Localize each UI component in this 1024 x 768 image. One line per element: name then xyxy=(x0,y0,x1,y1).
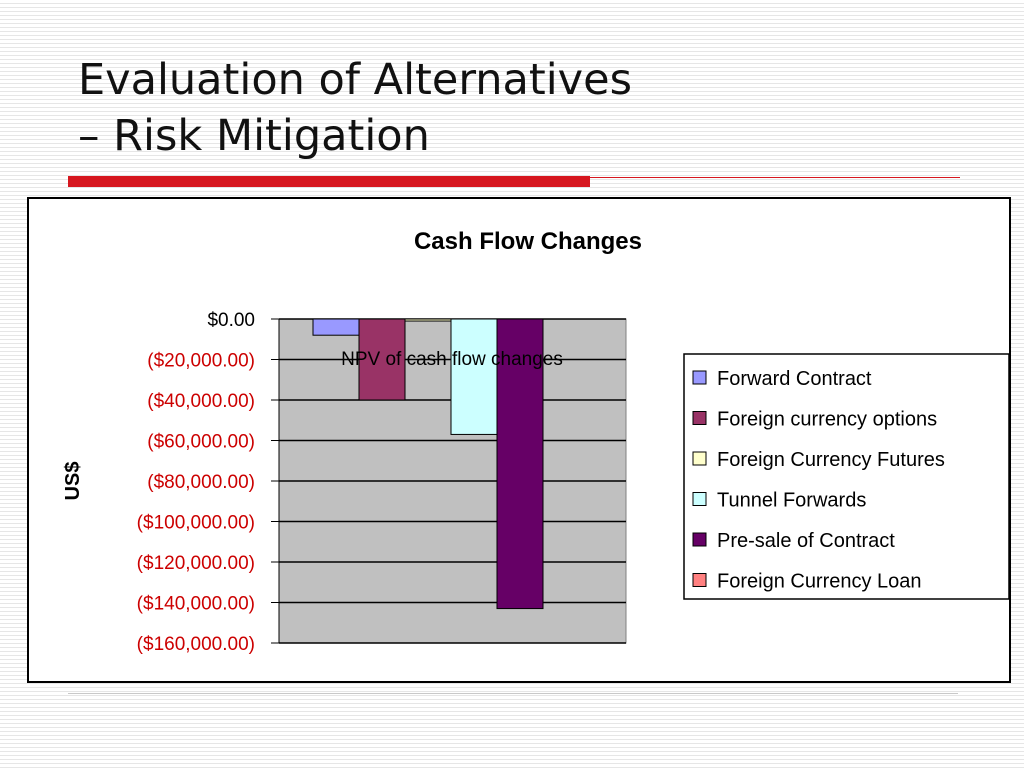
y-tick-label-6: ($120,000.00) xyxy=(137,553,255,574)
x-category-label: NPV of cash flow changes xyxy=(341,349,563,370)
y-tick-label-0: $0.00 xyxy=(207,310,255,331)
footer-divider xyxy=(68,693,958,694)
bar-foreign-currency-futures xyxy=(404,318,452,322)
legend-swatch-5 xyxy=(692,573,707,587)
legend-label-0: Forward Contract xyxy=(717,368,872,390)
y-tick-label-5: ($100,000.00) xyxy=(137,513,255,534)
bar-foreign-currency-options xyxy=(358,318,406,401)
legend-box xyxy=(683,353,1009,600)
y-tick-label-8: ($160,000.00) xyxy=(137,634,255,655)
legend-label-1: Foreign currency options xyxy=(717,409,937,431)
legend-swatch-4 xyxy=(692,532,707,547)
y-tick-label-7: ($140,000.00) xyxy=(137,594,255,615)
legend-label-2: Foreign Currency Futures xyxy=(717,449,945,471)
legend-swatch-3 xyxy=(692,492,707,506)
legend-label-4: Pre-sale of Contract xyxy=(717,530,895,552)
bar-tunnel-forwards xyxy=(450,318,498,435)
legend-swatch-1 xyxy=(692,411,707,425)
legend-swatch-2 xyxy=(692,451,707,466)
y-tick-label-2: ($40,000.00) xyxy=(147,391,255,412)
title-underline-thin xyxy=(590,177,960,178)
chart-title: Cash Flow Changes xyxy=(414,228,642,255)
bar-forward-contract xyxy=(312,318,360,336)
title-underline-bar xyxy=(68,176,590,187)
slide-title-line-1: Evaluation of Alternatives xyxy=(78,55,632,105)
y-tick-label-3: ($60,000.00) xyxy=(147,432,255,453)
y-axis-label: US$ xyxy=(62,462,84,501)
bar-pre-sale-of-contract xyxy=(496,318,544,610)
slide-title-line-2: – Risk Mitigation xyxy=(78,111,430,161)
y-tick-label-4: ($80,000.00) xyxy=(147,472,255,493)
legend-swatch-0 xyxy=(692,370,707,385)
cash-flow-chart: Cash Flow Changes $0.00 ($20,000.00) ($40,0… xyxy=(62,228,1009,655)
legend-label-3: Tunnel Forwards xyxy=(717,490,866,512)
chart-frame: Cash Flow Changes $0.00 ($20,000.00) ($40,0… xyxy=(27,197,1011,683)
slide-title: Evaluation of Alternatives – Risk Mitiga… xyxy=(78,52,632,164)
legend-label-5: Foreign Currency Loan xyxy=(717,571,922,593)
y-tick-label-1: ($20,000.00) xyxy=(147,351,255,372)
